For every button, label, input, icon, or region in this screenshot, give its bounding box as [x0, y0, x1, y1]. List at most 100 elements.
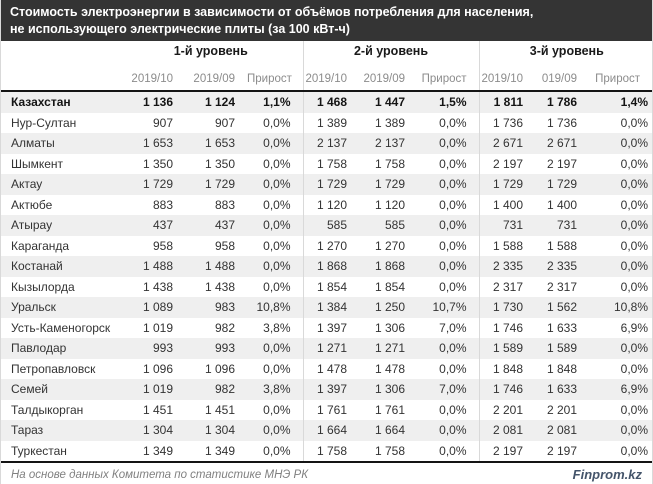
- value-cell: 1 868: [302, 256, 360, 277]
- value-cell: 983: [214, 300, 235, 315]
- table-row: Костанай 1 488 1 488 0,0% 1 868 1 868 0,…: [1, 256, 652, 277]
- value-cell: 437: [152, 218, 173, 233]
- value-cell: 1 478: [302, 358, 360, 379]
- page-title-line2: не использующего электрические плиты (за…: [10, 21, 350, 36]
- value-cell: 883: [152, 197, 173, 212]
- value-cell: 2 335: [478, 256, 536, 277]
- growth-cell: 1,5%: [439, 95, 467, 110]
- value-cell: 993: [152, 341, 173, 356]
- region-name-cell: Караганда: [11, 238, 70, 253]
- value-cell: 1 478: [374, 361, 406, 376]
- table-row: Талдыкорган 1 451 1 451 0,0% 1 761 1 761…: [1, 399, 652, 420]
- table-row: Нур-Султан 907 907 0,0% 1 389 1 389 0,0%…: [1, 112, 652, 133]
- value-cell: 1 729: [478, 174, 536, 195]
- value-cell: 2 081: [478, 420, 536, 441]
- value-cell: 2 201: [546, 402, 578, 417]
- growth-cell: 0,0%: [263, 115, 291, 130]
- value-cell: 1 384: [302, 297, 360, 318]
- value-cell: 2 671: [478, 133, 536, 154]
- value-cell: 1 438: [204, 279, 235, 294]
- value-cell: 1 664: [302, 420, 360, 441]
- value-cell: 1 120: [374, 197, 406, 212]
- value-cell: 1 270: [374, 238, 406, 253]
- value-cell: 1 736: [478, 112, 536, 133]
- column-header: Прирост: [417, 61, 480, 92]
- growth-cell: 0,0%: [263, 443, 291, 458]
- title-bar: Стоимость электроэнергии в зависимости о…: [1, 0, 652, 41]
- value-cell: 1 758: [302, 153, 360, 174]
- table-row: Актюбе 883 883 0,0% 1 120 1 120 0,0% 1 4…: [1, 194, 652, 215]
- value-cell: 2 671: [546, 136, 578, 151]
- value-cell: 1 811: [478, 91, 536, 113]
- growth-cell: 0,0%: [439, 197, 467, 212]
- value-cell: 1 250: [374, 300, 406, 315]
- region-name-cell: Актюбе: [11, 197, 53, 212]
- value-cell: 1 271: [374, 341, 406, 356]
- value-cell: 1 729: [204, 177, 235, 192]
- value-cell: 1 397: [302, 317, 360, 338]
- footer: На основе данных Комитета по статистике …: [1, 463, 652, 484]
- value-cell: 2 317: [478, 276, 536, 297]
- value-cell: 1 306: [374, 320, 406, 335]
- table-row: Кызылорда 1 438 1 438 0,0% 1 854 1 854 0…: [1, 276, 652, 297]
- column-header: 2019/09: [185, 61, 247, 92]
- growth-cell: 0,0%: [439, 423, 467, 438]
- growth-cell: 0,0%: [439, 259, 467, 274]
- value-cell: 1 588: [546, 238, 578, 253]
- growth-cell: 0,0%: [263, 259, 291, 274]
- value-cell: 1 124: [204, 95, 235, 110]
- table-row: Семей 1 019 982 3,8% 1 397 1 306 7,0% 1 …: [1, 379, 652, 400]
- growth-cell: 6,9%: [620, 382, 649, 397]
- table-row: Уральск 1 089 983 10,8% 1 384 1 250 10,7…: [1, 297, 652, 318]
- value-cell: 1 438: [142, 279, 173, 294]
- value-cell: 993: [214, 341, 235, 356]
- table-header: 1-й уровень 2-й уровень 3-й уровень 2019…: [1, 41, 652, 92]
- value-cell: 2 081: [546, 423, 578, 438]
- table-row-total: Казахстан 1 136 1 124 1,1% 1 468 1 447 1…: [1, 91, 652, 113]
- value-cell: 1 350: [142, 156, 173, 171]
- value-cell: 2 197: [478, 440, 536, 462]
- corner-cell: [1, 61, 119, 92]
- growth-cell: 0,0%: [263, 136, 291, 151]
- growth-cell: 0,0%: [620, 402, 649, 417]
- value-cell: 1 120: [302, 194, 360, 215]
- value-cell: 1 588: [478, 235, 536, 256]
- value-cell: 2 201: [478, 399, 536, 420]
- value-cell: 1 447: [374, 95, 406, 110]
- region-name-cell: Алматы: [11, 136, 55, 151]
- value-cell: 883: [214, 197, 235, 212]
- value-cell: 1 848: [478, 358, 536, 379]
- value-cell: 1 400: [546, 197, 578, 212]
- value-cell: 1 758: [374, 443, 406, 458]
- value-cell: 982: [214, 382, 235, 397]
- growth-cell: 0,0%: [620, 341, 649, 356]
- table-row: Шымкент 1 350 1 350 0,0% 1 758 1 758 0,0…: [1, 153, 652, 174]
- region-name-cell: Талдыкорган: [11, 402, 84, 417]
- value-cell: 1 306: [374, 382, 406, 397]
- value-cell: 1 730: [478, 297, 536, 318]
- value-cell: 1 562: [546, 300, 578, 315]
- growth-cell: 10,8%: [256, 300, 291, 315]
- growth-cell: 0,0%: [263, 238, 291, 253]
- value-cell: 2 197: [478, 153, 536, 174]
- sub-header-row: 2019/10 2019/09 Прирост 2019/10 2019/09 …: [1, 61, 652, 92]
- growth-cell: 0,0%: [620, 238, 649, 253]
- growth-cell: 10,8%: [614, 300, 649, 315]
- table-body: Казахстан 1 136 1 124 1,1% 1 468 1 447 1…: [1, 91, 652, 462]
- group-header-level2: 2-й уровень: [302, 41, 480, 61]
- growth-cell: 7,0%: [439, 382, 467, 397]
- value-cell: 1 729: [142, 177, 173, 192]
- table-row: Усть-Каменогорск 1 019 982 3,8% 1 397 1 …: [1, 317, 652, 338]
- value-cell: 1 488: [142, 259, 173, 274]
- value-cell: 1 019: [142, 320, 173, 335]
- value-cell: 1 736: [546, 115, 578, 130]
- value-cell: 1 746: [478, 379, 536, 400]
- region-name-cell: Кызылорда: [11, 279, 75, 294]
- group-header-row: 1-й уровень 2-й уровень 3-й уровень: [1, 41, 652, 61]
- value-cell: 1 761: [374, 402, 406, 417]
- growth-cell: 0,0%: [263, 402, 291, 417]
- value-cell: 1 868: [374, 259, 406, 274]
- growth-cell: 0,0%: [263, 279, 291, 294]
- region-name-cell: Шымкент: [11, 156, 64, 171]
- value-cell: 1 349: [142, 443, 173, 458]
